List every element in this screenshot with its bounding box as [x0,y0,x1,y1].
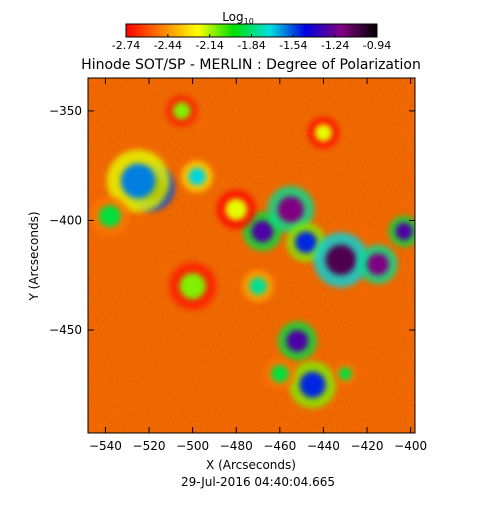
heatmap-feature [286,330,309,352]
heatmap-feature [188,167,206,186]
heatmap-feature [299,371,326,398]
heatmap-feature [277,196,304,223]
colorbar-label-main: Log [222,10,243,24]
colorbar-tick-label: -1.54 [279,39,307,52]
heatmap-feature [271,365,289,383]
x-tick-label: −540 [89,439,122,453]
x-tick-label: −420 [351,439,384,453]
colorbar-tick-label: -1.84 [237,39,265,52]
plot-frame [87,77,416,434]
heatmap-feature [249,277,267,295]
heatmap-feature [251,220,274,243]
heatmap-feature [295,231,317,254]
colorbar-tick-label: -2.44 [154,39,182,52]
y-tick-label: −450 [49,323,82,337]
x-axis-label: X (Arcseconds) [206,458,296,472]
heatmap-feature [314,124,333,142]
plot-area: −540 −520 −500 −480 −460 −440 −420 −400 −350 −40… [49,77,427,453]
colorbar-tick-label: -1.24 [321,39,349,52]
y-axis-label: Y (Arcseconds) [27,211,41,301]
colorbar-ticks: -2.74 -2.44 -2.14 -1.84 -1.54 -1.24 -0.94 [112,34,391,52]
y-tick-label: −350 [49,104,82,118]
heatmap-feature [395,222,413,241]
x-tick-label: −400 [394,439,427,453]
colorbar-label-sub: 10 [244,17,254,26]
colorbar-label: Log10 [222,10,254,26]
x-tick-label: −460 [263,439,296,453]
timestamp: 29-Jul-2016 04:40:04.665 [181,475,335,489]
y-axis: −350 −400 −450 [49,104,415,337]
x-tick-label: −440 [307,439,340,453]
x-tick-label: −480 [220,439,253,453]
heatmap-feature [173,102,191,120]
heatmap-feature [325,244,357,276]
x-tick-label: −500 [176,439,209,453]
heatmap-feature [367,253,389,276]
heatmap-features [90,95,415,409]
colorbar: Log10 -2.74 -2.44 -2.14 -1.84 -1.54 -1.24 -0.9… [112,10,391,52]
heatmap-feature [120,163,156,199]
x-axis: −540 −520 −500 −480 −460 −440 −420 −400 [89,78,427,453]
y-tick-label: −400 [49,213,82,227]
heatmap-feature [179,273,206,300]
x-tick-label: −520 [133,439,166,453]
colorbar-tick-label: -2.74 [112,39,140,52]
heatmap-feature [338,367,352,381]
heatmap-feature [98,205,121,227]
chart-title: Hinode SOT/SP - MERLIN : Degree of Polar… [81,57,421,73]
colorbar-tick-label: -2.14 [195,39,223,52]
heatmap-feature [225,198,248,221]
colorbar-tick-label: -0.94 [363,39,391,52]
